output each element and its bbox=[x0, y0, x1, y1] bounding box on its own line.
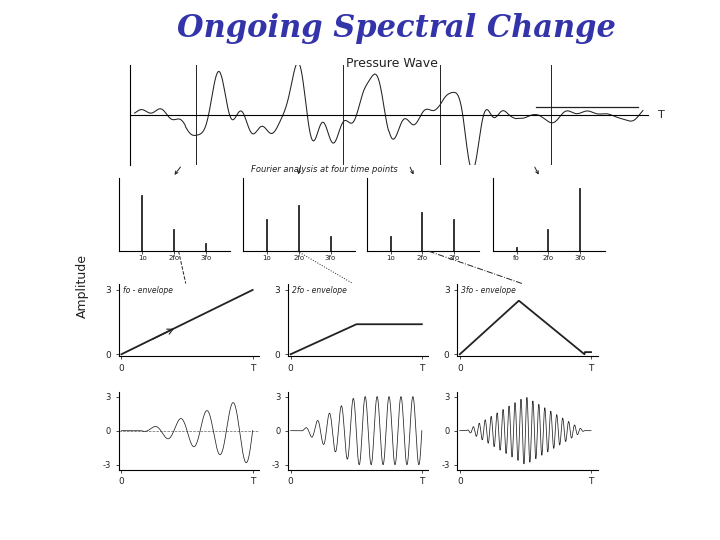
Text: 2fo - envelope: 2fo - envelope bbox=[292, 286, 347, 295]
Text: fo - envelope: fo - envelope bbox=[123, 286, 173, 295]
Text: T: T bbox=[658, 110, 665, 120]
Text: Ongoing Spectral Change: Ongoing Spectral Change bbox=[176, 14, 616, 44]
Text: Pressure Wave: Pressure Wave bbox=[346, 57, 438, 70]
Text: 3fo - envelope: 3fo - envelope bbox=[462, 286, 516, 295]
Text: Amplitude: Amplitude bbox=[76, 254, 89, 318]
Text: Fourier analysis at four time points: Fourier analysis at four time points bbox=[251, 165, 397, 174]
